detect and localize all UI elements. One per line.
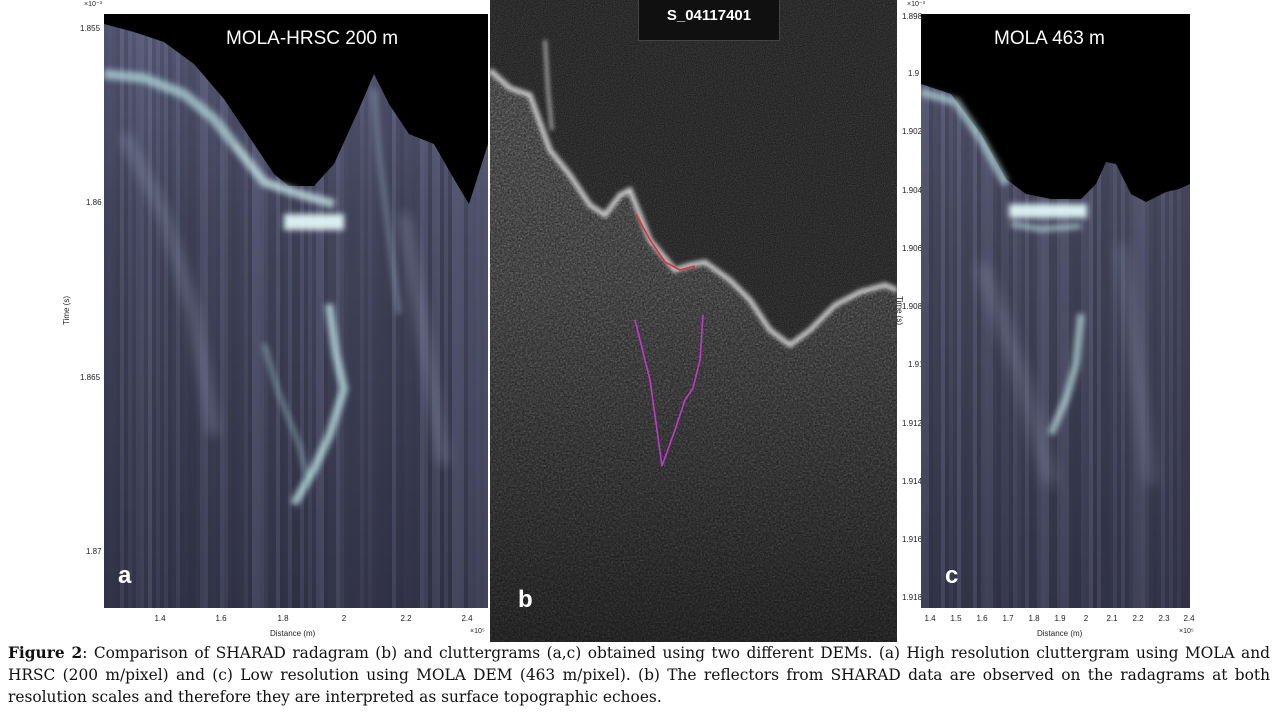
- panel-letter-c: c: [945, 562, 959, 589]
- x-axis-label: Distance (m): [1037, 629, 1083, 638]
- x-tick: 2: [341, 614, 347, 623]
- x-tick: 2.2: [400, 614, 412, 623]
- y-tick: 1.912: [902, 419, 923, 428]
- y-axis-exponent: ×10⁻³: [84, 1, 102, 8]
- radargram-panel-b: S_04117401 b: [490, 0, 897, 642]
- subsurface-reflector-trace: [634, 314, 704, 467]
- y-tick: 1.86: [86, 198, 102, 207]
- y-tick: 1.855: [80, 24, 101, 33]
- y-tick: 1.916: [902, 535, 923, 544]
- x-tick: 1.4: [924, 614, 936, 623]
- x-tick: 1.7: [1002, 614, 1014, 623]
- y-tick: 1.91: [908, 360, 924, 369]
- y-tick: 1.904: [902, 186, 923, 195]
- panel-title-c: MOLA 463 m: [994, 28, 1105, 49]
- y-tick: 1.902: [902, 127, 923, 136]
- x-tick: 1.5: [950, 614, 962, 623]
- y-tick: 1.914: [902, 477, 923, 486]
- surface-reflector-trace: [635, 213, 696, 271]
- y-axis-label: Time (s): [62, 295, 72, 326]
- x-tick: 1.4: [154, 614, 166, 623]
- x-tick: 2.1: [1106, 614, 1118, 623]
- x-tick: 2.2: [1132, 614, 1144, 623]
- cluttergram-image-a: [104, 14, 488, 608]
- x-tick: 2.4: [461, 614, 473, 623]
- y-tick: 1.865: [80, 373, 101, 382]
- x-tick: 2.4: [1183, 614, 1195, 623]
- x-tick: 2: [1083, 614, 1089, 623]
- x-tick: 2.3: [1158, 614, 1170, 623]
- x-tick: 1.8: [277, 614, 289, 623]
- x-axis-label: Distance (m): [270, 629, 316, 638]
- y-tick: 1.898: [902, 12, 923, 21]
- y-tick: 1.908: [902, 302, 923, 311]
- y-axis-exponent: ×10⁻³: [907, 1, 925, 8]
- panel-letter-a: a: [118, 562, 132, 589]
- y-tick: 1.906: [902, 244, 923, 253]
- y-tick: 1.9: [908, 69, 920, 78]
- y-axis-label: Time (s): [895, 295, 905, 326]
- x-tick: 1.6: [215, 614, 227, 623]
- x-axis-exponent: ×10⁵: [470, 628, 485, 635]
- cluttergram-panel-c: ×10⁻³ 1.898 1.9 1.902 1.904 1.906 1.908 …: [895, 0, 1280, 642]
- panel-title-a: MOLA-HRSC 200 m: [226, 28, 399, 49]
- caption-label: Figure 2: [8, 644, 83, 662]
- radargram-image-b: [490, 0, 897, 642]
- x-tick: 1.9: [1054, 614, 1066, 623]
- figure-caption: Figure 2: Comparison of SHARAD radagram …: [8, 642, 1270, 720]
- x-tick: 1.8: [1028, 614, 1040, 623]
- cluttergram-image-c: [921, 14, 1190, 608]
- x-axis-exponent: ×10⁵: [1179, 628, 1194, 635]
- y-tick: 1.918: [902, 593, 923, 602]
- y-tick: 1.87: [86, 547, 102, 556]
- panel-letter-b: b: [518, 586, 533, 613]
- cluttergram-panel-a: ×10⁻³ 1.855 1.86 1.865 1.87 Time (s): [0, 0, 490, 642]
- caption-text: : Comparison of SHARAD radagram (b) and …: [8, 644, 1270, 706]
- radargram-title: S_04117401: [638, 0, 780, 41]
- x-tick: 1.6: [976, 614, 988, 623]
